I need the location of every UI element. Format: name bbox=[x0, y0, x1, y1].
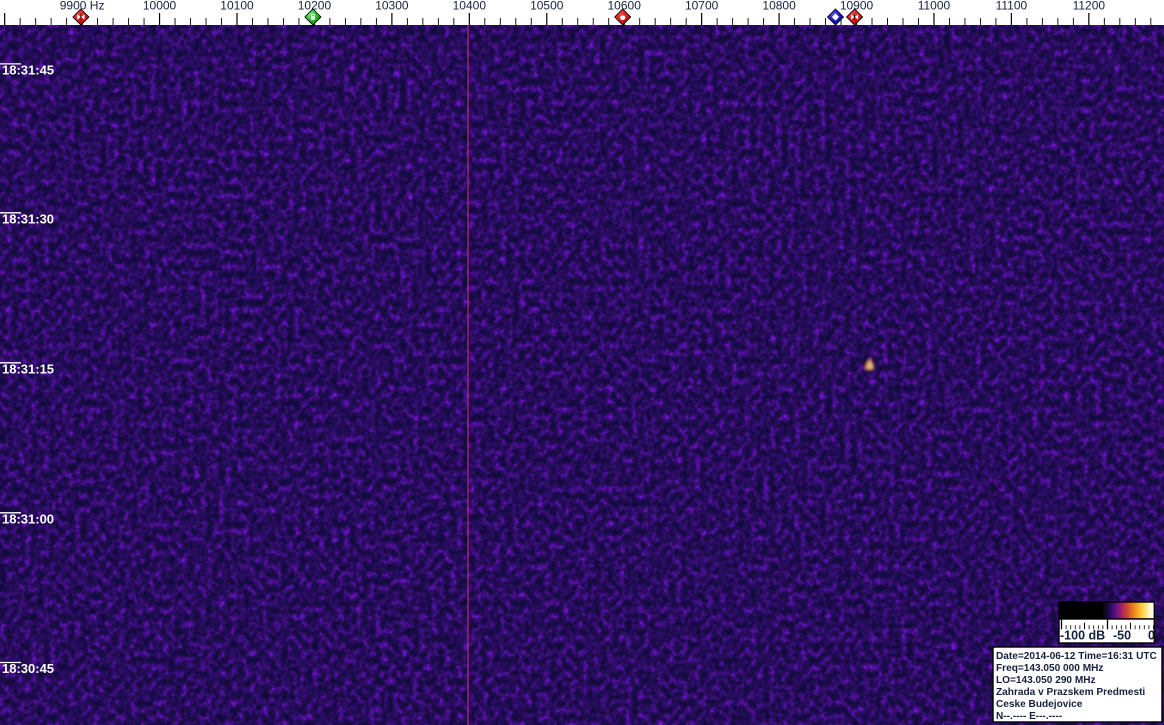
svg-text:LO=143.050 290 MHz: LO=143.050 290 MHz bbox=[996, 675, 1096, 686]
svg-text:Date=2014-06-12 Time=16:31 UTC: Date=2014-06-12 Time=16:31 UTC bbox=[996, 651, 1158, 662]
svg-text:N--.---- E---.----: N--.---- E---.---- bbox=[996, 711, 1062, 722]
svg-text:Freq=143.050 000 MHz: Freq=143.050 000 MHz bbox=[996, 663, 1103, 674]
svg-text:Zahrada v Prazskem Predmesti: Zahrada v Prazskem Predmesti bbox=[996, 687, 1145, 698]
svg-text:Ceske Budejovice: Ceske Budejovice bbox=[996, 699, 1083, 710]
